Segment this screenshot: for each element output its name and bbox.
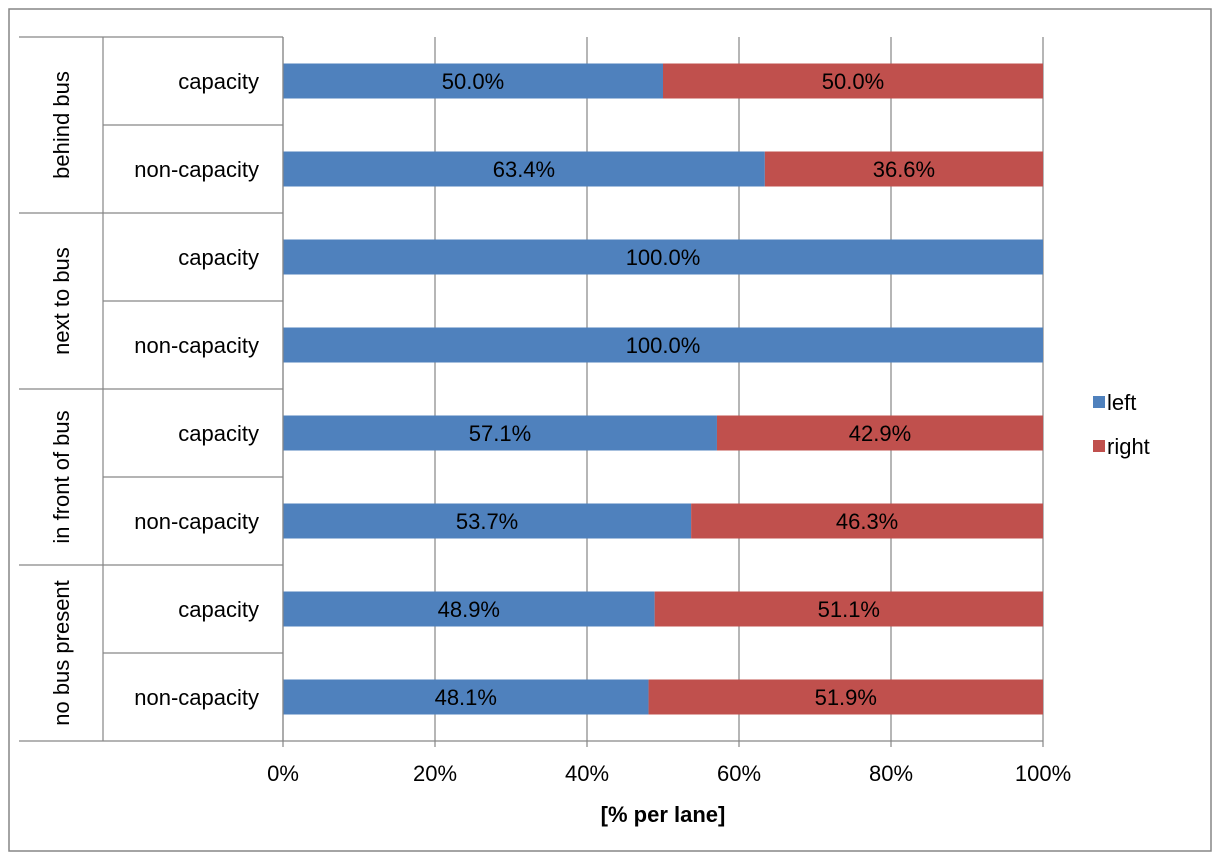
bar-left [283,415,717,451]
bars: 50.0% 50.0% 63.4% 36.6% 100.0% 100.0% 57.1% 42.… [283,63,1043,715]
group-label: in front of bus [49,410,74,543]
x-tick-label: 20% [413,761,457,786]
x-tick-label: 0% [267,761,299,786]
data-label-left: 53.7% [456,509,518,534]
category-label: non-capacity [134,509,259,534]
group-label-line: no bus present [49,580,74,726]
data-label-right: 50.0% [822,69,884,94]
category-label: non-capacity [134,685,259,710]
category-label: capacity [178,597,259,622]
x-tick-labels: 0% 20% 40% 60% 80% 100% [267,761,1071,786]
bar-right [648,679,1043,715]
category-label: non-capacity [134,333,259,358]
bar-left [283,239,1043,275]
data-label-left: 57.1% [469,421,531,446]
data-label-right: 51.9% [815,685,877,710]
group-label-line: behind bus [49,71,74,179]
data-label-left: 50.0% [442,69,504,94]
legend-swatch-right [1093,440,1105,452]
x-tick-label: 80% [869,761,913,786]
bar-left [283,591,655,627]
axes [19,36,1044,747]
data-label-left: 100.0% [626,333,701,358]
data-label-left: 100.0% [626,245,701,270]
bar-right [764,151,1043,187]
bar-left [283,151,765,187]
category-label: capacity [178,421,259,446]
bar-left [283,63,663,99]
data-label-right: 46.3% [836,509,898,534]
category-label: capacity [178,69,259,94]
group-label-line: in front of bus [49,410,74,543]
bar-right [716,415,1043,451]
data-label-right: 36.6% [873,157,935,182]
data-label-left: 48.1% [435,685,497,710]
group-label: no bus present [49,580,74,726]
data-label-right: 51.1% [818,597,880,622]
bar-right [691,503,1043,539]
legend: left right [1093,390,1150,459]
bar-left [283,679,649,715]
legend-label-right: right [1107,434,1150,459]
bar-right [654,591,1043,627]
legend-label-left: left [1107,390,1136,415]
data-label-left: 63.4% [493,157,555,182]
group-label: next to bus [49,247,74,355]
x-tick-label: 40% [565,761,609,786]
group-label-line: next to bus [49,247,74,355]
group-label: behind bus [49,71,74,179]
x-tick-label: 100% [1015,761,1071,786]
bar-left [283,327,1043,363]
data-label-right: 42.9% [849,421,911,446]
category-label: capacity [178,245,259,270]
x-tick-label: 60% [717,761,761,786]
category-label: non-capacity [134,157,259,182]
legend-swatch-left [1093,396,1105,408]
bar-right [663,63,1043,99]
category-labels: behind bus capacity non-capacity next to bu… [49,69,259,726]
data-label-left: 48.9% [438,597,500,622]
bar-left [283,503,692,539]
x-axis-label: [% per lane] [601,802,726,827]
